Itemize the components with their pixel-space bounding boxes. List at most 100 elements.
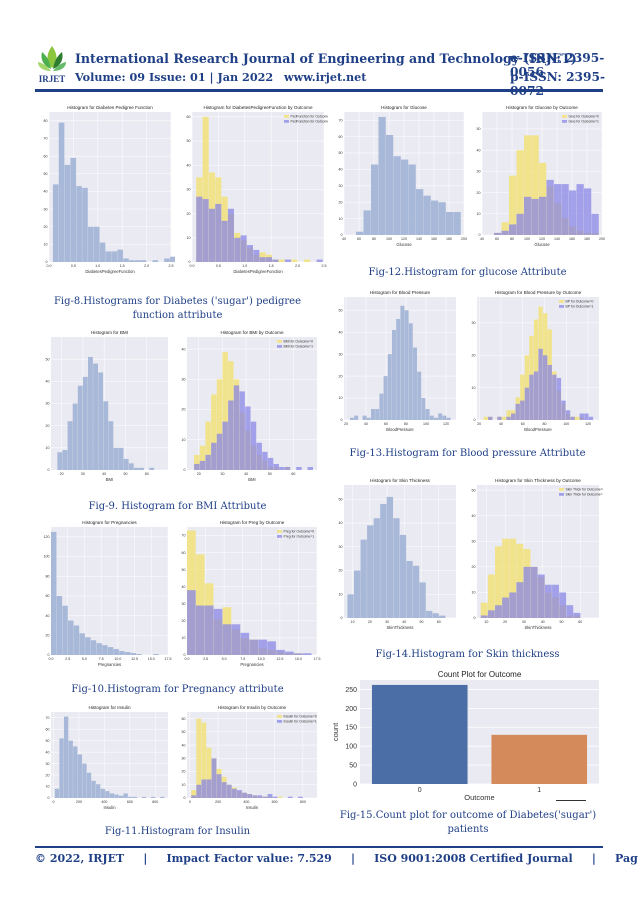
histogram-bar — [501, 222, 509, 235]
x-tick-label: 0 — [189, 800, 191, 804]
x-axis-label: Glucose — [396, 242, 412, 247]
count-bar — [491, 734, 588, 784]
histogram-bar — [565, 410, 571, 420]
y-tick-label: 40 — [187, 163, 191, 167]
x-tick-label: 10.0 — [114, 657, 121, 661]
legend-swatch — [562, 115, 567, 118]
x-tick-label: 180 — [446, 237, 452, 241]
histogram-bar — [105, 791, 110, 798]
histogram-bar — [221, 782, 227, 798]
y-tick-label: 10 — [44, 243, 48, 247]
y-tick-label: 50 — [46, 357, 50, 361]
histogram-bar — [211, 758, 217, 798]
histogram-bar — [233, 385, 240, 470]
histogram-bar — [73, 625, 80, 655]
histogram-bar — [379, 393, 384, 420]
histogram-bar — [67, 421, 73, 470]
histogram-bar — [546, 179, 554, 235]
y-tick-label: 60 — [187, 115, 191, 119]
histogram-bar — [277, 796, 283, 798]
histogram-bar — [453, 212, 461, 235]
histogram-bar — [211, 394, 217, 470]
y-tick-label: 10 — [339, 592, 343, 596]
x-tick-label: 50 — [268, 472, 272, 476]
histogram-bar — [579, 413, 584, 420]
legend-swatch — [562, 120, 567, 123]
x-tick-label: 120 — [585, 422, 591, 426]
histogram-bar — [523, 566, 531, 618]
x-axis-label: SkinThickness — [387, 625, 414, 630]
x-tick-label: 20 — [503, 620, 507, 624]
histogram-bar — [68, 620, 74, 655]
histogram-bar — [77, 754, 83, 798]
histogram-bar — [216, 433, 223, 470]
y-tick-label: 40 — [182, 585, 186, 589]
footer-rule — [35, 846, 603, 848]
histogram-bar — [113, 649, 119, 655]
histogram-bar — [509, 538, 517, 618]
y-tick-label: 30 — [339, 184, 343, 188]
histogram-bar — [265, 257, 273, 262]
histogram-bar — [88, 356, 93, 470]
histogram-bar — [584, 188, 592, 235]
x-tick-label: 20 — [60, 472, 64, 476]
histogram-bar — [108, 421, 114, 470]
histogram-bar — [105, 251, 112, 262]
x-tick-label: 80 — [510, 237, 514, 241]
legend-swatch — [284, 115, 289, 118]
legend-label: BMI for Outcome=0 — [284, 340, 314, 344]
legend-label: PedFunction for Outcome=0 — [291, 115, 329, 119]
histogram-bar — [68, 740, 73, 798]
y-tick-label: 60 — [339, 135, 343, 139]
histogram-bar — [373, 518, 380, 618]
y-tick-label: 30 — [187, 188, 191, 192]
histogram-bar — [109, 793, 115, 798]
journal-url[interactable]: www.irjet.net — [284, 70, 367, 84]
histogram-bar — [432, 613, 439, 618]
y-tick-label: 50 — [339, 151, 343, 155]
y-tick-label: 10 — [339, 396, 343, 400]
x-tick-label: 1 — [537, 787, 541, 794]
histogram-bar — [285, 651, 294, 655]
histogram-bar — [425, 409, 430, 420]
x-tick-label: 120 — [539, 237, 545, 241]
y-tick-label: 30 — [182, 757, 186, 761]
histogram-bar — [291, 259, 298, 262]
x-tick-label: 1.0 — [95, 264, 100, 268]
histogram-bar — [543, 355, 548, 420]
histogram-bar — [247, 794, 253, 798]
histogram-bar — [575, 416, 580, 420]
histogram-bar — [556, 377, 562, 420]
y-tick-label: 0 — [48, 796, 50, 800]
x-tick-label: 120 — [443, 422, 449, 426]
histogram-bar — [196, 196, 203, 262]
caption-fig10: Fig-10.Histogram for Pregnancy attribute — [71, 684, 284, 695]
histogram-bar — [153, 654, 159, 655]
x-tick-label: 0.5 — [216, 264, 221, 268]
y-tick-label: 60 — [182, 717, 186, 721]
histogram-bar — [164, 258, 170, 262]
histogram-bar — [206, 779, 212, 798]
histogram-bar — [187, 590, 196, 655]
histogram-bar — [259, 257, 266, 262]
histogram-bar — [70, 157, 77, 262]
histogram-bar — [245, 406, 251, 470]
legend-swatch — [559, 300, 564, 303]
y-tick-label: 0 — [189, 260, 191, 264]
histogram-bar — [96, 643, 102, 655]
x-tick-label: 180 — [584, 237, 590, 241]
y-tick-label: 30 — [182, 378, 186, 382]
y-tick-label: 50 — [182, 730, 186, 734]
x-tick-label: 50 — [559, 620, 563, 624]
histogram-bar — [303, 259, 311, 262]
histogram-bar — [128, 463, 134, 470]
chart-bmi-outcome: 0 10 20 30 40 20 30 40 50 60 Histogram for BMI by … — [173, 325, 321, 490]
x-tick-label: 30 — [81, 472, 85, 476]
y-tick-label: 30 — [472, 321, 476, 325]
histogram-bar — [222, 624, 232, 655]
x-tick-label: 2.0 — [295, 264, 300, 268]
y-tick-label: 20 — [46, 773, 50, 777]
histogram-bar — [62, 605, 68, 655]
x-tick-label: 10 — [484, 620, 488, 624]
histogram-bar — [569, 190, 577, 235]
